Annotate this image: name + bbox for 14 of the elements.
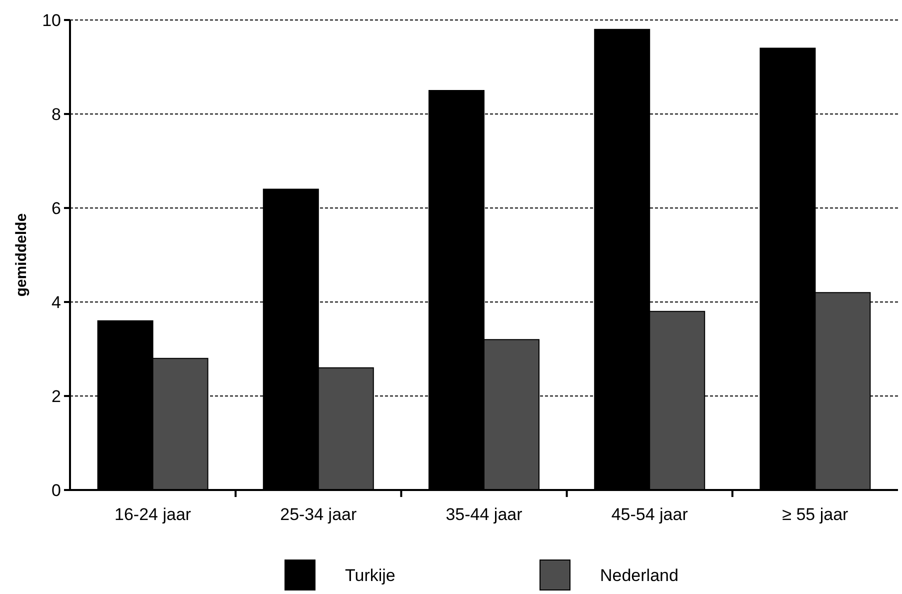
x-tick-label: 16-24 jaar bbox=[114, 505, 192, 524]
x-tick-label: ≥ 55 jaar bbox=[782, 505, 849, 524]
y-tick-label: 0 bbox=[52, 480, 61, 500]
y-tick-label: 2 bbox=[52, 386, 61, 406]
legend-label: Turkije bbox=[345, 566, 396, 585]
y-tick-label: 6 bbox=[52, 198, 61, 218]
legend-label: Nederland bbox=[600, 566, 678, 585]
y-axis-title: gemiddelde bbox=[13, 213, 30, 297]
y-tick-label: 10 bbox=[42, 10, 61, 30]
x-tick-label: 35-44 jaar bbox=[446, 505, 523, 524]
x-tick-label: 45-54 jaar bbox=[611, 505, 688, 524]
x-tick-label: 25-34 jaar bbox=[280, 505, 358, 524]
y-tick-label: 8 bbox=[52, 104, 61, 124]
y-tick-label: 4 bbox=[52, 292, 61, 312]
